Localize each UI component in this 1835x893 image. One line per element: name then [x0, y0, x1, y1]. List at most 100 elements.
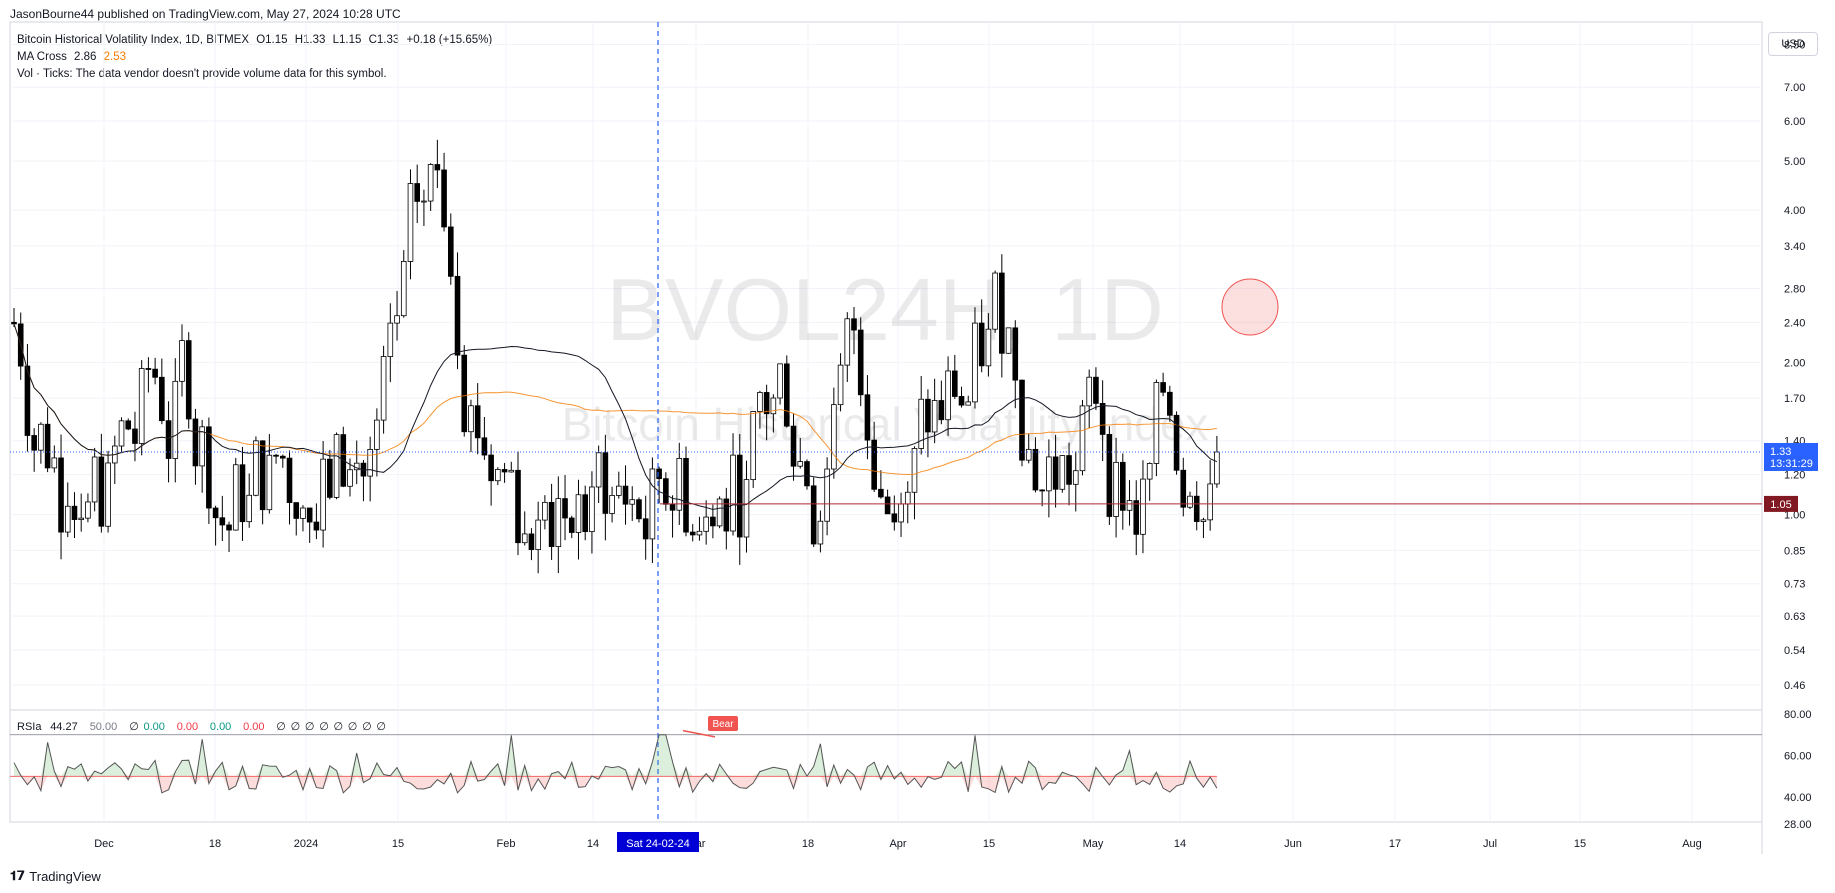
candle-body	[374, 419, 380, 450]
candle-body	[1140, 478, 1146, 535]
price-label: 6.00	[1784, 116, 1805, 128]
ma-cross-legend[interactable]: MA Cross 2.86 2.53	[17, 51, 130, 63]
candle-body	[555, 498, 562, 547]
candle-body	[1187, 495, 1193, 508]
candle-body	[165, 420, 172, 459]
candle-body	[239, 464, 246, 523]
price-label: 1.00	[1784, 510, 1805, 522]
candle-body	[985, 328, 992, 367]
currency-button[interactable]: USD	[1768, 32, 1818, 56]
candle-body	[407, 183, 414, 262]
candle-body	[898, 503, 904, 523]
candle-body	[300, 507, 306, 519]
candle-body	[138, 368, 145, 444]
time-label: 15	[392, 838, 404, 850]
candle-body	[844, 318, 851, 366]
candle-body	[1019, 379, 1025, 461]
candle-body	[347, 469, 353, 487]
candle-body	[206, 426, 212, 509]
rsi-legend-level: 50.00	[90, 721, 118, 733]
candle-body	[44, 423, 51, 469]
candle-body	[488, 454, 494, 482]
time-label: Apr	[889, 838, 906, 850]
ma-cross-label: MA Cross	[17, 51, 67, 63]
candle-body	[891, 513, 898, 523]
volume-legend[interactable]: Vol · Ticks: The data vendor doesn't pro…	[17, 68, 387, 80]
candle-body	[387, 322, 394, 357]
price-label: 2.40	[1784, 317, 1805, 329]
rsi-legend-item: ∅	[129, 721, 139, 733]
current-price-label: 1.33	[1770, 446, 1791, 458]
support-price-tag	[1764, 495, 1798, 512]
candle-body	[864, 394, 871, 441]
candle-body	[192, 418, 199, 467]
candle-body	[64, 505, 71, 533]
candle-body	[71, 505, 78, 520]
candle-body	[508, 469, 515, 473]
candle-body	[689, 531, 696, 536]
price-label: 7.00	[1784, 82, 1805, 94]
candle-body	[804, 461, 810, 487]
candle-body	[24, 365, 31, 436]
candle-body	[837, 364, 844, 406]
rsi-legend-item: ∅	[305, 721, 315, 733]
candle-body	[609, 495, 615, 514]
symbol-legend[interactable]: Bitcoin Historical Volatility Index, 1D,…	[17, 34, 496, 46]
price-label: 0.46	[1784, 680, 1805, 692]
candle-body	[622, 485, 629, 505]
candle-body	[642, 518, 649, 540]
candle-body	[501, 469, 508, 473]
candle-body	[904, 491, 911, 505]
candle-body	[1046, 456, 1052, 492]
ohlc-close: C1.33	[368, 34, 400, 46]
candle-body	[38, 423, 44, 451]
candle-body	[999, 272, 1005, 354]
candle-body	[521, 533, 528, 544]
time-label: 15	[1574, 838, 1586, 850]
rsi-axis-label: 40.00	[1784, 792, 1812, 804]
candle-body	[179, 340, 185, 382]
time-label: 14	[587, 838, 599, 850]
candle-body	[1126, 500, 1133, 511]
candle-body	[441, 169, 447, 228]
ohlc-change: +0.18 (+15.65%)	[406, 34, 493, 46]
candle-body	[1120, 461, 1126, 511]
candle-body	[925, 398, 931, 433]
price-label: 2.80	[1784, 283, 1805, 295]
symbol-name: Bitcoin Historical Volatility Index, 1D,…	[17, 34, 249, 46]
candle-body	[884, 496, 891, 515]
candle-body	[461, 354, 468, 433]
candle-body	[1153, 382, 1160, 464]
candle-body	[434, 164, 441, 171]
rsi-legend-item: ∅	[334, 721, 344, 733]
candle-body	[797, 461, 804, 467]
candle-body	[515, 469, 521, 544]
rsi-legend-item: 0.00	[177, 721, 198, 733]
rsi-legend-item: ∅	[362, 721, 372, 733]
rsi-axis-label: 60.00	[1784, 751, 1812, 763]
candle-body	[710, 516, 716, 527]
candle-body	[857, 329, 864, 396]
candle-body	[851, 318, 857, 331]
candle-body	[1072, 470, 1079, 485]
time-cursor-label: Sat 24-02-24	[626, 838, 690, 850]
candle-body	[212, 507, 219, 519]
candle-body	[911, 448, 918, 493]
rsi-legend-item: ∅	[376, 721, 386, 733]
candle-body	[656, 468, 662, 480]
candle-body	[1167, 391, 1173, 416]
candle-body	[172, 380, 179, 459]
candle-body	[1032, 448, 1039, 491]
published-header: JasonBourne44 published on TradingView.c…	[10, 7, 401, 21]
candle-body	[333, 434, 340, 498]
candle-body	[1160, 382, 1166, 393]
candle-body	[51, 457, 58, 469]
candle-body	[542, 501, 548, 521]
time-label: Feb	[497, 838, 516, 850]
candle-body	[952, 370, 958, 397]
rsi-legend-item: ∅	[348, 721, 358, 733]
candle-body	[454, 275, 461, 356]
candle-body	[978, 322, 985, 367]
rsi-axis-label: 80.00	[1784, 709, 1812, 721]
